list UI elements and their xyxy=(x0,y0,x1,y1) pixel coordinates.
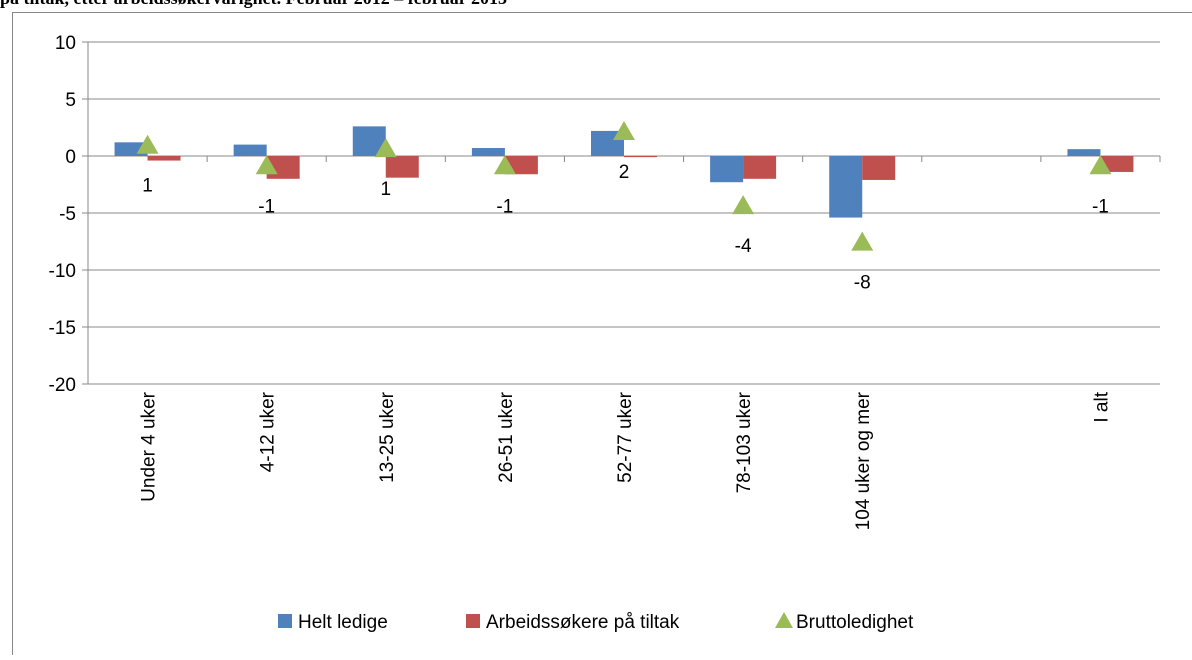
bar xyxy=(472,148,505,156)
bar xyxy=(148,156,181,161)
chart-title: på tiltak, etter arbeidssøkervarighet. F… xyxy=(0,0,507,8)
x-tick-label: I alt xyxy=(1091,391,1112,422)
data-label: -8 xyxy=(854,273,871,294)
x-tick-label: Under 4 uker xyxy=(139,391,160,502)
x-tick-label: 104 uker og mer xyxy=(853,391,874,530)
y-tick-label: -15 xyxy=(49,318,76,339)
data-label: 2 xyxy=(619,162,630,183)
bar xyxy=(710,156,743,182)
bar xyxy=(1067,149,1100,156)
data-label: -1 xyxy=(1092,196,1109,217)
x-tick-label: 52-77 uker xyxy=(615,391,636,483)
data-label: 1 xyxy=(142,176,153,197)
data-label: -4 xyxy=(735,236,752,257)
y-tick-label: -20 xyxy=(49,375,76,396)
y-tick-label: 10 xyxy=(55,33,76,54)
x-tick-label: 4-12 uker xyxy=(258,391,279,472)
bar xyxy=(234,145,267,156)
data-label: -1 xyxy=(496,196,513,217)
legend-label: Bruttoledighet xyxy=(796,612,914,633)
bar xyxy=(386,156,419,178)
legend-swatch xyxy=(466,614,480,628)
y-tick-label: 5 xyxy=(65,90,76,111)
legend-label: Arbeidssøkere på tiltak xyxy=(486,612,680,633)
y-tick-label: -5 xyxy=(59,204,76,225)
legend-label: Helt ledige xyxy=(298,612,388,633)
y-tick-label: 0 xyxy=(65,147,76,168)
legend-swatch xyxy=(278,614,292,628)
data-label: 1 xyxy=(380,179,391,200)
data-label: -1 xyxy=(258,196,275,217)
x-tick-label: 78-103 uker xyxy=(734,391,755,493)
bar xyxy=(743,156,776,179)
bar xyxy=(624,156,657,157)
bar xyxy=(862,156,895,180)
y-tick-label: -10 xyxy=(49,261,76,282)
x-tick-label: 26-51 uker xyxy=(496,391,517,483)
chart-frame xyxy=(13,13,1192,656)
bar xyxy=(829,156,862,218)
x-tick-label: 13-25 uker xyxy=(377,391,398,483)
